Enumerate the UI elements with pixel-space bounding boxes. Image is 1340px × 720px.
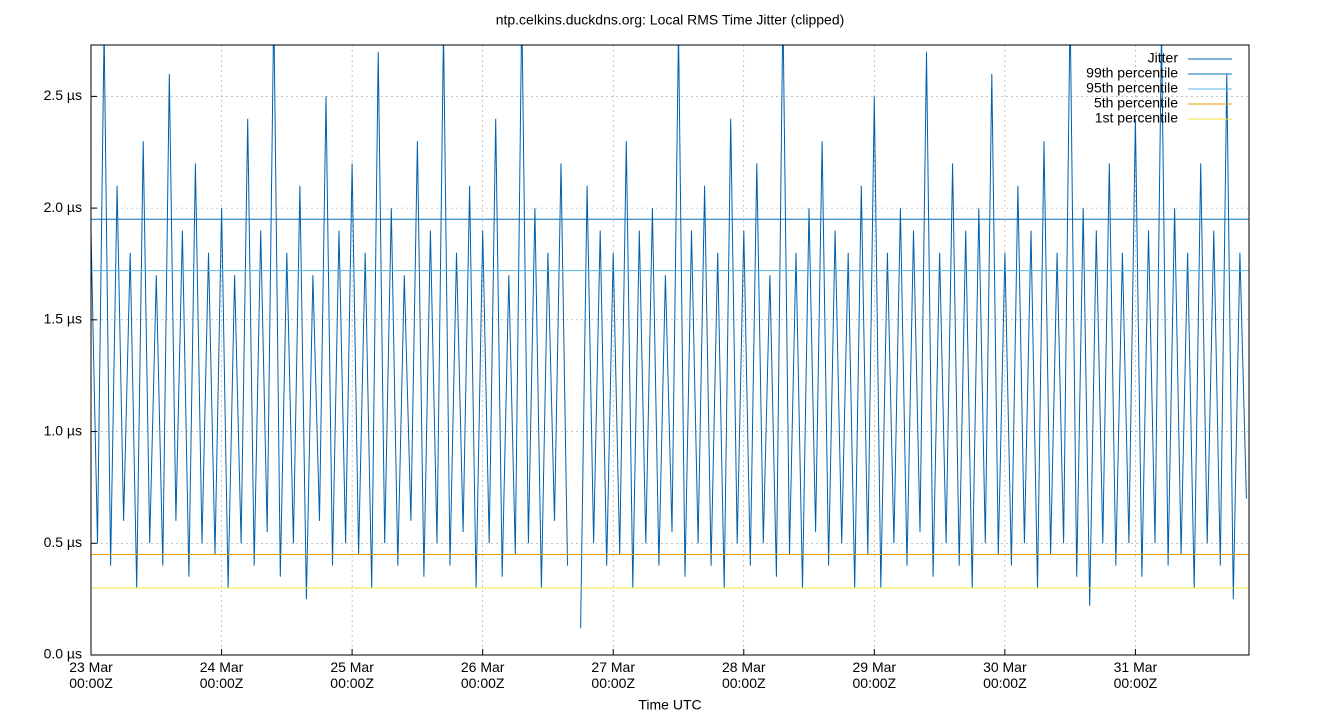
y-tick-label: 0.0 µs (44, 646, 82, 662)
y-tick-label: 1.5 µs (44, 311, 82, 327)
legend-label: Jitter (1148, 50, 1179, 66)
y-tick-label: 0.5 µs (44, 534, 82, 550)
x-tick-label: 27 Mar 00:00Z (591, 659, 635, 691)
x-axis-label: Time UTC (638, 697, 701, 713)
x-tick-label: 30 Mar 00:00Z (983, 659, 1027, 691)
chart-title: ntp.celkins.duckdns.org: Local RMS Time … (496, 12, 845, 28)
y-tick-label: 2.0 µs (44, 199, 82, 215)
legend-label: 5th percentile (1094, 95, 1178, 111)
x-tick-label: 26 Mar 00:00Z (461, 659, 505, 691)
x-tick-label: 23 Mar 00:00Z (69, 659, 113, 691)
plot-area (91, 45, 1249, 655)
legend-label: 95th percentile (1086, 80, 1178, 96)
x-tick-label: 29 Mar 00:00Z (853, 659, 897, 691)
jitter-line (91, 45, 1247, 629)
x-tick-label: 28 Mar 00:00Z (722, 659, 766, 691)
legend-label: 99th percentile (1086, 65, 1178, 81)
x-tick-label: 24 Mar 00:00Z (200, 659, 244, 691)
plot-border (90, 44, 1250, 656)
y-tick-label: 1.0 µs (44, 422, 82, 438)
legend-label: 1st percentile (1095, 110, 1178, 126)
y-tick-label: 2.5 µs (44, 87, 82, 103)
x-tick-label: 31 Mar 00:00Z (1114, 659, 1158, 691)
x-tick-label: 25 Mar 00:00Z (330, 659, 374, 691)
